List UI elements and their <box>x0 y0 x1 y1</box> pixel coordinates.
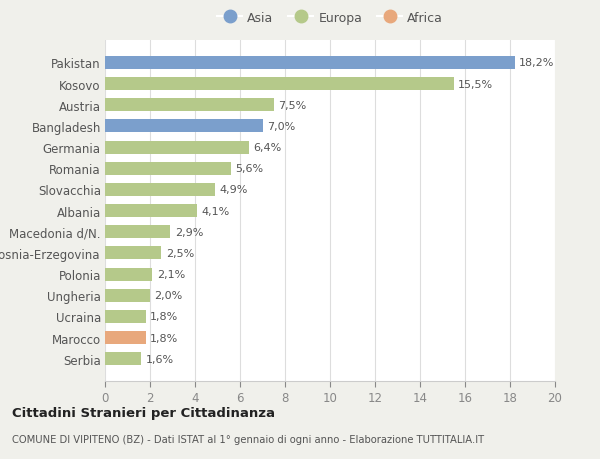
Bar <box>105 268 152 281</box>
Text: 7,5%: 7,5% <box>278 101 307 111</box>
Bar <box>105 78 454 91</box>
Bar <box>105 289 150 302</box>
Text: 2,9%: 2,9% <box>175 227 203 237</box>
Text: 2,0%: 2,0% <box>155 291 183 301</box>
Text: 2,1%: 2,1% <box>157 269 185 280</box>
Text: 4,9%: 4,9% <box>220 185 248 195</box>
Text: 2,5%: 2,5% <box>166 248 194 258</box>
Bar <box>105 184 215 196</box>
Text: Cittadini Stranieri per Cittadinanza: Cittadini Stranieri per Cittadinanza <box>12 406 275 419</box>
Bar <box>105 247 161 260</box>
Text: 6,4%: 6,4% <box>254 143 282 153</box>
Bar <box>105 353 141 365</box>
Text: 1,8%: 1,8% <box>150 333 178 343</box>
Text: 1,8%: 1,8% <box>150 312 178 322</box>
Legend: Asia, Europa, Africa: Asia, Europa, Africa <box>213 8 447 28</box>
Bar <box>105 331 146 344</box>
Text: 4,1%: 4,1% <box>202 206 230 216</box>
Bar <box>105 141 249 154</box>
Bar <box>105 162 231 175</box>
Bar <box>105 99 274 112</box>
Bar <box>105 57 515 70</box>
Text: COMUNE DI VIPITENO (BZ) - Dati ISTAT al 1° gennaio di ogni anno - Elaborazione T: COMUNE DI VIPITENO (BZ) - Dati ISTAT al … <box>12 434 484 444</box>
Text: 7,0%: 7,0% <box>267 122 295 132</box>
Text: 15,5%: 15,5% <box>458 79 493 90</box>
Text: 5,6%: 5,6% <box>235 164 263 174</box>
Text: 1,6%: 1,6% <box>146 354 173 364</box>
Bar <box>105 205 197 218</box>
Bar <box>105 120 263 133</box>
Bar <box>105 310 146 323</box>
Text: 18,2%: 18,2% <box>519 58 554 68</box>
Bar <box>105 226 170 239</box>
